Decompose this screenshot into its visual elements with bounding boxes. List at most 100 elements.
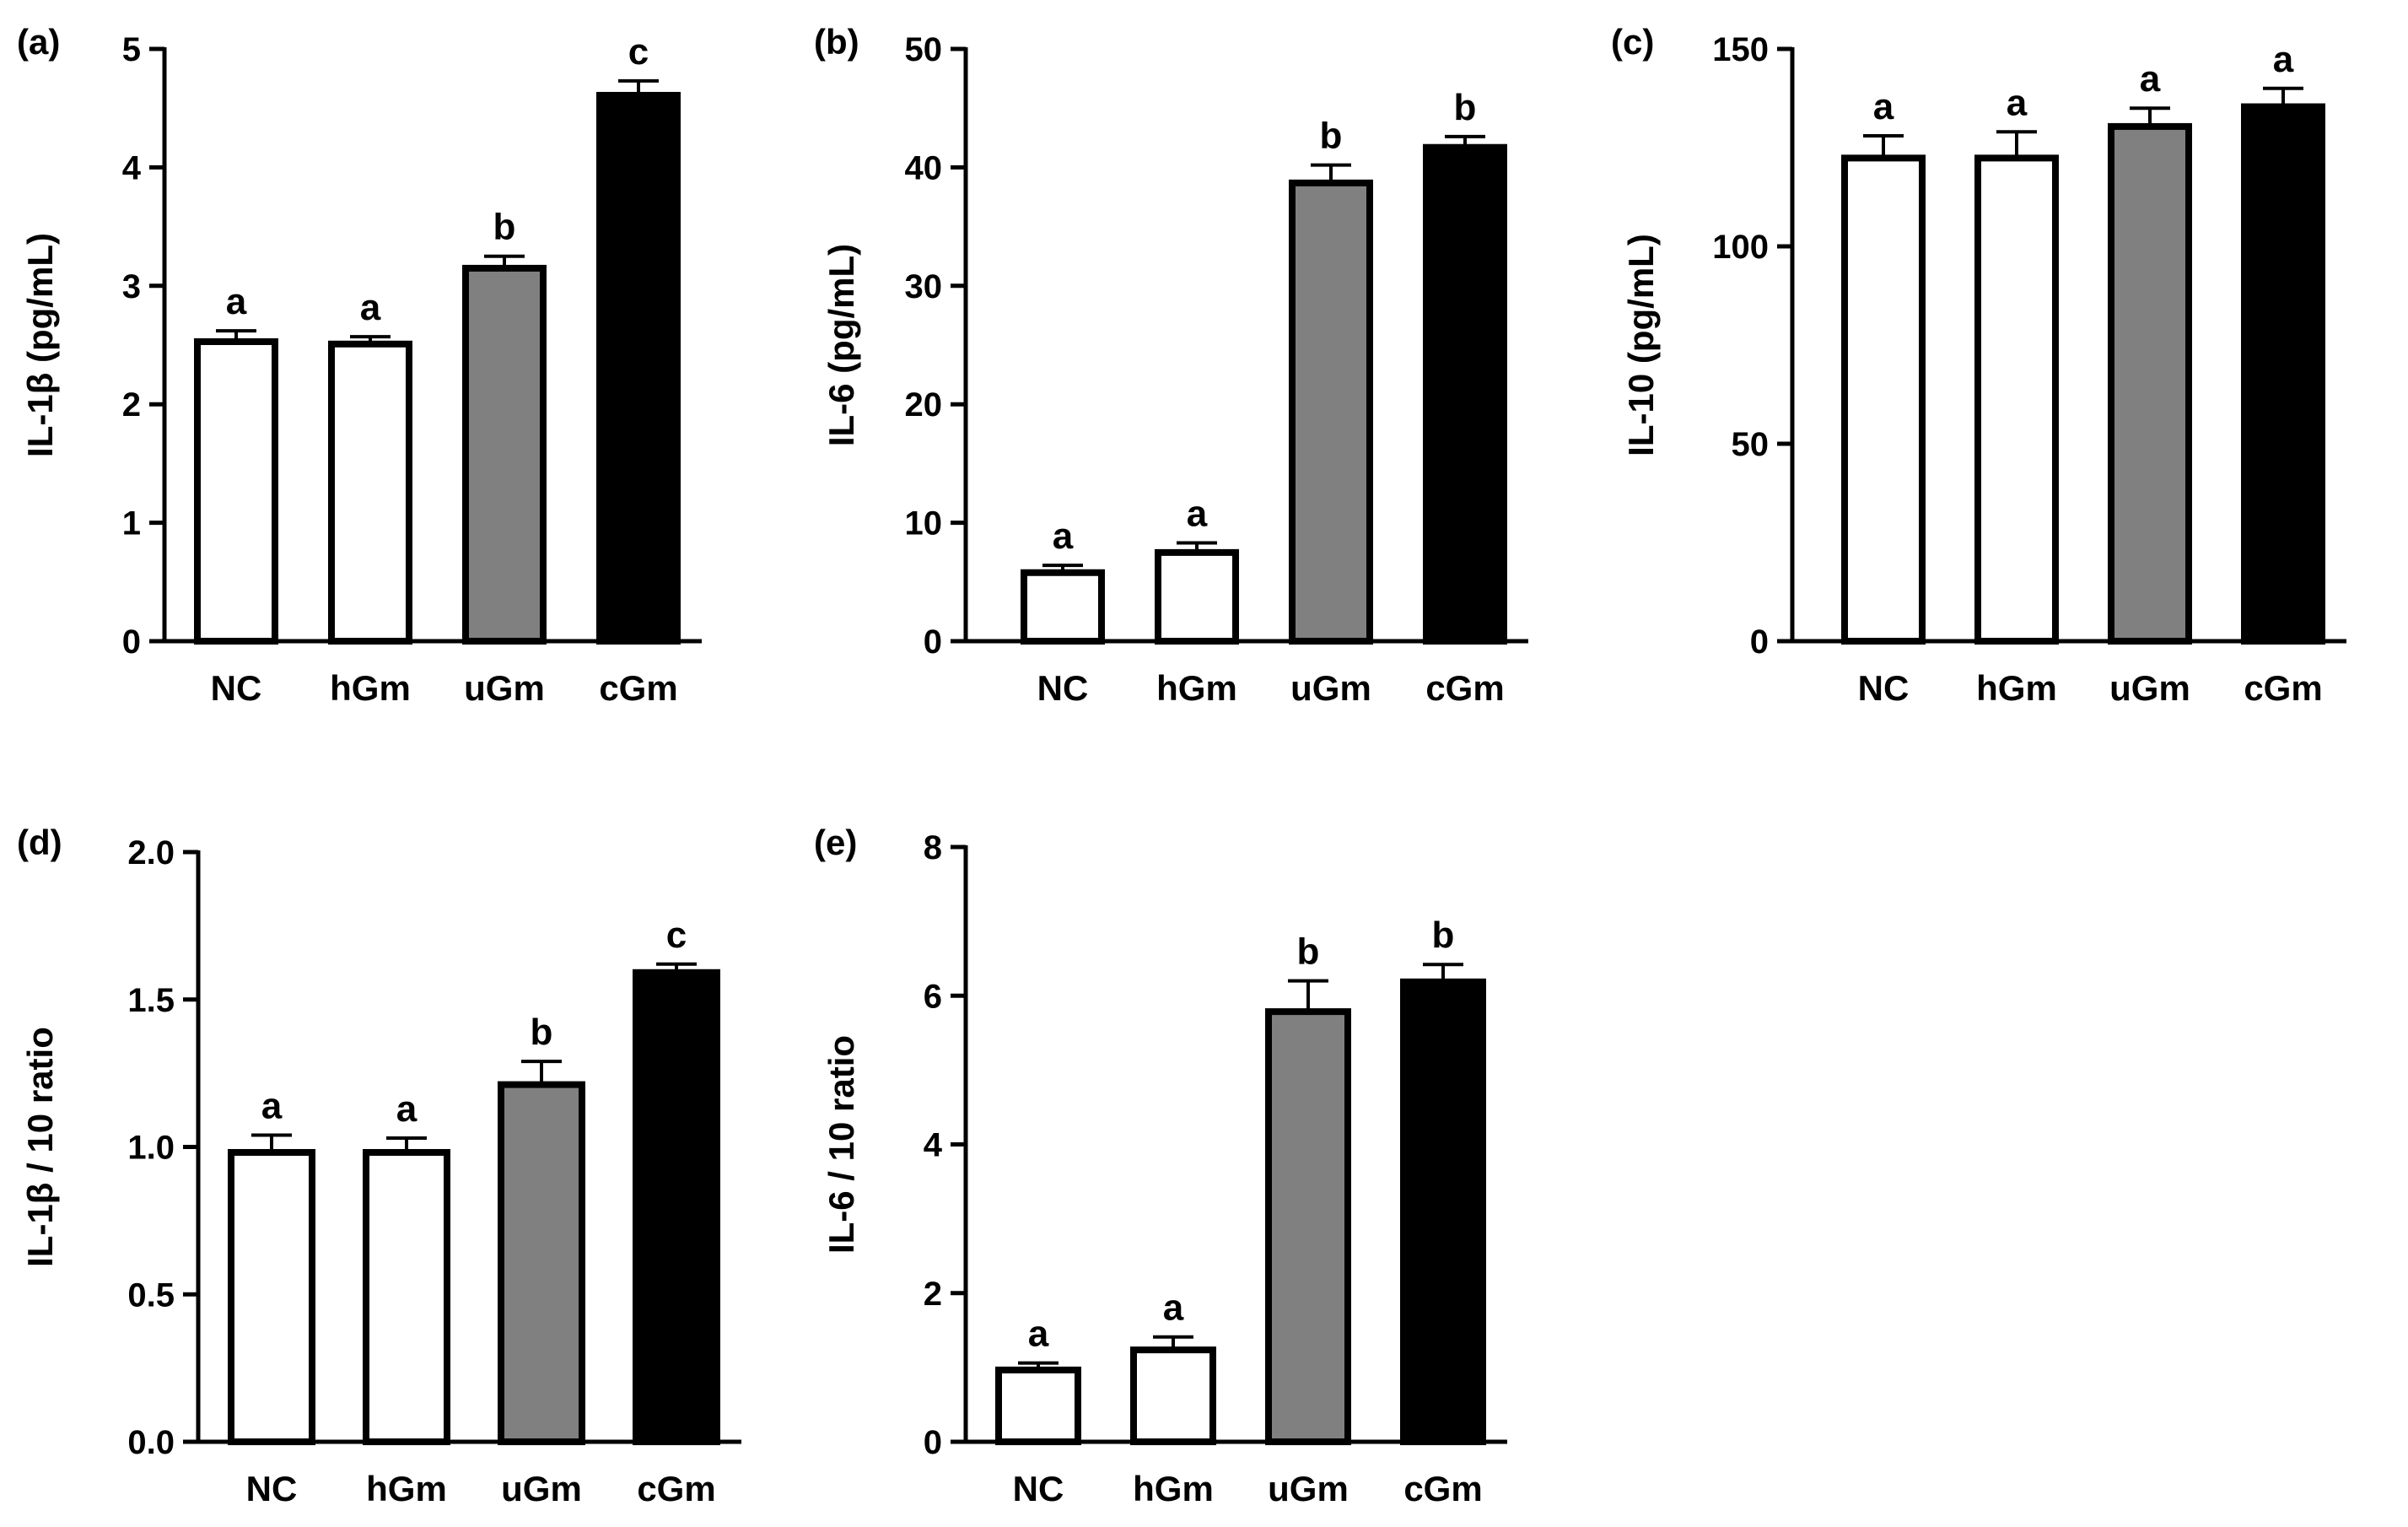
y-tick-label: 2 <box>924 1276 942 1313</box>
y-tick-label: 1.5 <box>127 982 175 1019</box>
significance-letter: a <box>1873 86 1894 127</box>
x-category-label: hGm <box>330 668 411 708</box>
bar-hGm <box>328 340 412 645</box>
y-axis-label: IL-1β (pg/mL) <box>20 233 60 457</box>
y-axis-label: IL-6 / 10 ratio <box>822 1035 861 1254</box>
significance-letter: b <box>1454 87 1477 128</box>
x-category-label: uGm <box>2109 668 2190 708</box>
x-category-label: cGm <box>637 1469 715 1508</box>
chart-panel-5: (e) IL-6 / 10 ratio 0 2 4 6 8 a NC a hGm b uGm b cGm <box>814 823 1507 1508</box>
y-axis-label: IL-1β / 10 ratio <box>20 1027 60 1267</box>
significance-letter: a <box>1163 1287 1184 1329</box>
y-tick-label: 0 <box>924 1424 942 1461</box>
significance-letter: c <box>666 915 687 956</box>
significance-letter: a <box>1053 515 1074 557</box>
panel-letter: (a) <box>17 22 60 62</box>
y-tick-label: 1.0 <box>127 1130 175 1167</box>
y-tick-label: 2 <box>122 386 141 424</box>
bar-NC <box>228 1148 315 1445</box>
bar-hGm <box>363 1148 450 1445</box>
significance-letter: a <box>1187 493 1208 534</box>
significance-letter: a <box>261 1086 283 1127</box>
y-tick-label: 3 <box>122 268 141 305</box>
x-category-label: cGm <box>1403 1469 1482 1508</box>
bar-uGm <box>1265 1008 1351 1446</box>
y-axis-label: IL-10 (pg/mL) <box>1621 234 1661 456</box>
y-tick-label: 100 <box>1712 229 1769 266</box>
y-tick-label: 8 <box>924 829 942 866</box>
bar-uGm <box>462 264 547 645</box>
significance-letter: a <box>360 287 381 328</box>
significance-letter: a <box>2140 58 2161 100</box>
significance-letter: a <box>1028 1314 1049 1355</box>
y-tick-label: 0 <box>122 623 141 661</box>
bar-NC <box>995 1366 1081 1445</box>
bar-uGm <box>2108 122 2192 645</box>
x-category-label: NC <box>211 668 262 708</box>
y-tick-label: 0.0 <box>127 1424 175 1461</box>
y-tick-label: 0.5 <box>127 1276 175 1314</box>
significance-letter: a <box>2273 39 2294 80</box>
chart-panel-3: (c) IL-10 (pg/mL) 0 50 100 150 a NC a hGm a uGm a cGm <box>1611 22 2346 708</box>
significance-letter: a <box>2007 82 2028 123</box>
chart-panel-2: (b) IL-6 (pg/mL) 0 10 20 30 40 50 a NC a hGm b uGm b cG… <box>814 22 1528 708</box>
y-tick-label: 50 <box>905 31 943 68</box>
bar-NC <box>194 337 278 645</box>
y-tick-label: 2.0 <box>127 834 175 871</box>
y-tick-label: 50 <box>1732 426 1770 463</box>
bar-hGm <box>1130 1346 1216 1446</box>
y-tick-label: 0 <box>1750 623 1769 661</box>
chart-panel-4: (d) IL-1β / 10 ratio 0.0 0.5 1.0 1.5 2.0 a NC a hG… <box>17 823 741 1508</box>
chart-panel-1: (a) IL-1β (pg/mL) 0 1 2 3 4 5 a NC a hGm b uGm c cGm <box>17 22 702 708</box>
y-tick-label: 4 <box>924 1127 943 1164</box>
bar-cGm <box>1400 978 1486 1446</box>
y-tick-label: 1 <box>122 505 141 542</box>
significance-letter: b <box>531 1012 553 1053</box>
x-category-label: uGm <box>1290 668 1371 708</box>
panel-letter: (d) <box>17 823 62 862</box>
bar-cGm <box>2241 103 2325 645</box>
bar-hGm <box>1974 154 2059 645</box>
x-category-label: NC <box>1013 1469 1064 1508</box>
x-category-label: uGm <box>501 1469 582 1508</box>
x-category-label: cGm <box>1425 668 1504 708</box>
bar-cGm <box>1423 143 1507 645</box>
y-tick-label: 20 <box>905 386 943 424</box>
x-category-label: uGm <box>1268 1469 1349 1508</box>
x-category-label: uGm <box>464 668 545 708</box>
y-tick-label: 4 <box>122 149 142 186</box>
y-tick-label: 5 <box>122 31 141 68</box>
x-category-label: cGm <box>599 668 677 708</box>
panel-letter: (e) <box>814 823 857 862</box>
bar-uGm <box>1289 179 1373 645</box>
y-tick-label: 30 <box>905 268 943 305</box>
bar-cGm <box>633 969 720 1446</box>
y-tick-label: 6 <box>924 978 942 1015</box>
y-tick-label: 40 <box>905 149 943 186</box>
significance-letter: c <box>628 31 649 73</box>
x-category-label: NC <box>1037 668 1089 708</box>
significance-letter: b <box>1432 915 1455 956</box>
bar-cGm <box>596 91 681 645</box>
significance-letter: b <box>1297 931 1320 973</box>
significance-letter: b <box>1320 116 1343 157</box>
x-category-label: cGm <box>2244 668 2322 708</box>
y-tick-label: 10 <box>905 505 943 542</box>
y-tick-label: 0 <box>924 623 942 661</box>
bar-NC <box>1841 154 1926 645</box>
x-category-label: NC <box>246 1469 298 1508</box>
bar-uGm <box>498 1081 585 1445</box>
y-tick-label: 150 <box>1712 31 1769 68</box>
x-category-label: hGm <box>366 1469 447 1508</box>
panel-letter: (c) <box>1611 22 1654 62</box>
x-category-label: hGm <box>1156 668 1237 708</box>
significance-letter: a <box>396 1088 417 1130</box>
x-category-label: hGm <box>1133 1469 1214 1508</box>
bar-hGm <box>1155 548 1239 645</box>
x-category-label: NC <box>1858 668 1910 708</box>
significance-letter: a <box>226 281 247 322</box>
bar-NC <box>1021 569 1105 645</box>
x-category-label: hGm <box>1976 668 2057 708</box>
y-axis-label: IL-6 (pg/mL) <box>822 244 861 446</box>
